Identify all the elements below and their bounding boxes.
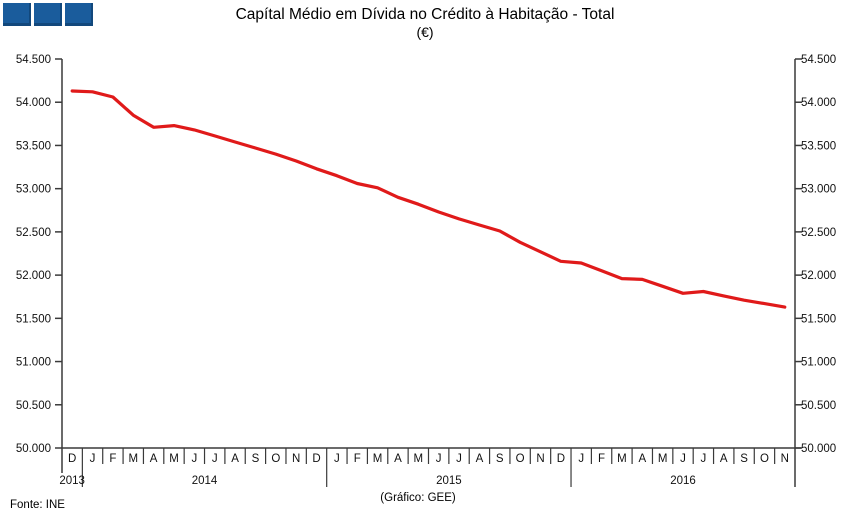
y-tick-label-right: 52.000: [801, 270, 836, 282]
y-tick-label-left: 52.500: [16, 227, 51, 239]
month-label: D: [557, 453, 565, 465]
month-label: O: [516, 453, 525, 465]
chart-header: Capítal Médio em Dívida no Crédito à Hab…: [0, 6, 850, 41]
month-label: S: [252, 453, 260, 465]
y-tick-label-right: 53.000: [801, 184, 836, 196]
month-label: A: [231, 453, 239, 465]
y-tick-label-right: 51.000: [801, 357, 836, 369]
y-tick-label-left: 50.000: [16, 443, 51, 455]
month-label: S: [740, 453, 748, 465]
y-tick-label-right: 51.500: [801, 313, 836, 325]
month-label: J: [212, 453, 218, 465]
month-label: J: [456, 453, 462, 465]
month-label: M: [414, 453, 424, 465]
credit-note: (Gráfico: GEE): [380, 492, 456, 504]
month-label: N: [292, 453, 300, 465]
month-label: M: [373, 453, 383, 465]
month-label: J: [701, 453, 707, 465]
month-label: J: [191, 453, 197, 465]
y-tick-label-left: 51.000: [16, 357, 51, 369]
month-label: A: [720, 453, 728, 465]
y-tick-label-right: 50.500: [801, 400, 836, 412]
month-label: M: [128, 453, 138, 465]
month-label: F: [598, 453, 605, 465]
y-tick-label-right: 54.000: [801, 97, 836, 109]
y-tick-label-left: 53.000: [16, 184, 51, 196]
y-tick-label-left: 54.500: [16, 54, 51, 66]
month-label: J: [90, 453, 96, 465]
year-label: 2016: [670, 475, 696, 487]
logo-square-icon: [34, 3, 62, 26]
month-label: A: [150, 453, 158, 465]
month-label: D: [312, 453, 320, 465]
month-label: A: [638, 453, 646, 465]
year-label: 2014: [192, 475, 218, 487]
y-tick-label-right: 53.500: [801, 140, 836, 152]
month-label: M: [617, 453, 627, 465]
month-label: O: [760, 453, 769, 465]
y-tick-label-right: 54.500: [801, 54, 836, 66]
y-tick-label-left: 53.500: [16, 140, 51, 152]
month-label: O: [271, 453, 280, 465]
month-label: F: [109, 453, 116, 465]
month-label: N: [536, 453, 544, 465]
chart-subtitle: (€): [416, 24, 434, 40]
month-label: D: [68, 453, 76, 465]
year-label: 2015: [436, 475, 462, 487]
series-line: [70, 89, 787, 309]
y-tick-label-left: 50.500: [16, 400, 51, 412]
logo-square-icon: [65, 3, 93, 26]
month-label: F: [354, 453, 361, 465]
month-label: S: [496, 453, 504, 465]
month-label: M: [658, 453, 668, 465]
gee-logo: [3, 3, 93, 26]
y-tick-label-right: 50.000: [801, 443, 836, 455]
y-tick-label-left: 51.500: [16, 313, 51, 325]
logo-square-icon: [3, 3, 31, 26]
month-label: J: [680, 453, 686, 465]
chart-title: Capítal Médio em Dívida no Crédito à Hab…: [235, 6, 615, 23]
y-tick-label-left: 54.000: [16, 97, 51, 109]
month-label: M: [169, 453, 179, 465]
month-label: A: [394, 453, 402, 465]
month-label: N: [781, 453, 789, 465]
year-label: 2013: [59, 475, 85, 487]
month-label: J: [578, 453, 584, 465]
y-tick-label-right: 52.500: [801, 227, 836, 239]
month-label: A: [476, 453, 484, 465]
month-label: J: [436, 453, 442, 465]
y-tick-label-left: 52.000: [16, 270, 51, 282]
source-note: Fonte: INE: [10, 499, 65, 511]
month-label: J: [334, 453, 340, 465]
